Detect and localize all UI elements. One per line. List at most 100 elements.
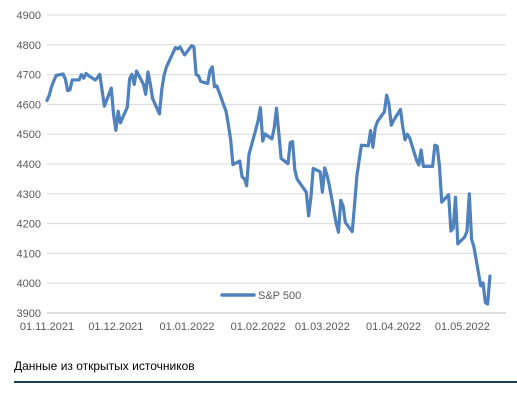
data-point-2022-04-25 [447,193,450,196]
data-point-2022-03-15 [353,204,356,207]
data-point-2022-05-04 [468,192,471,195]
data-point-2022-04-20 [436,145,439,148]
source-caption: Данные из открытых источников [14,359,195,373]
data-point-2021-11-29 [110,86,113,89]
data-point-2022-02-17 [293,168,296,171]
data-point-2021-12-16 [149,82,152,85]
legend-label-sp500: S&P 500 [258,290,301,302]
data-point-2022-04-12 [417,163,420,166]
data-point-2022-01-18 [224,110,227,113]
y-axis-tick-labels: 3900 4000 4100 4200 4300 4400 4500 4600 4700 4800… [17,10,41,320]
data-point-2021-11-26 [103,105,106,108]
data-point-2022-05-10 [481,281,484,284]
data-point-2022-04-22 [440,201,443,204]
y-tick-4300: 4300 [17,189,41,201]
legend: S&P 500 [220,290,301,302]
series-line-sp500 [45,44,492,306]
x-tick-01.03.2022: 01.03.2022 [295,321,350,333]
data-point-2021-11-24 [98,73,101,76]
data-point-2022-03-24 [374,127,377,130]
data-point-2022-05-12 [486,302,489,305]
data-point-2022-01-27 [245,184,248,187]
data-point-2021-12-15 [146,70,149,73]
data-point-2022-03-18 [360,144,363,147]
data-point-2021-11-15 [78,78,81,81]
data-point-2022-03-29 [385,94,388,97]
data-point-2022-05-06 [472,245,475,248]
data-point-2022-03-28 [383,110,386,113]
y-tick-4500: 4500 [17,129,41,141]
x-tick-01.05.2022: 01.05.2022 [435,321,490,333]
data-point-2022-05-13 [488,274,491,277]
data-point-2022-01-26 [243,177,246,180]
data-point-2022-04-13 [419,148,422,151]
data-point-2021-12-10 [135,69,138,72]
data-point-2022-04-18 [431,165,434,168]
data-point-2022-03-22 [369,129,372,132]
data-point-2022-04-21 [438,164,441,167]
data-point-2022-05-02 [463,235,466,238]
data-point-2022-03-11 [344,221,347,224]
data-point-2022-02-11 [279,157,282,160]
data-point-2021-11-16 [80,73,83,76]
data-point-2022-04-05 [401,125,404,128]
data-point-2022-04-08 [408,136,411,139]
data-point-2021-11-09 [64,77,67,80]
series-layer [45,44,492,306]
data-point-2022-01-19 [227,123,230,126]
data-point-2021-11-05 [55,74,58,77]
data-point-2022-02-07 [270,137,273,140]
data-point-2021-12-02 [117,110,120,113]
data-point-2022-01-04 [192,45,195,48]
data-point-2022-02-24 [309,196,312,199]
data-point-2022-01-21 [231,163,234,166]
y-tick-4100: 4100 [17,248,41,260]
x-tick-01.01.2022: 01.01.2022 [159,321,214,333]
y-tick-4800: 4800 [17,40,41,52]
x-axis-tick-labels: 01.11.2021 01.12.2021 01.01.2022 01.02.2022… [20,321,490,333]
data-point-2022-05-09 [479,284,482,287]
data-point-2022-02-01 [257,119,260,122]
data-point-2022-01-28 [247,153,250,156]
data-point-2022-03-04 [328,184,331,187]
data-point-2021-11-11 [68,88,71,91]
data-point-2021-11-08 [61,72,64,75]
data-point-2021-11-22 [94,78,97,81]
data-point-2022-02-03 [261,139,264,142]
data-point-2021-11-01 [45,99,48,102]
y-tick-4900: 4900 [17,10,41,22]
data-point-2022-02-22 [305,191,308,194]
data-point-2022-01-11 [208,69,211,72]
data-point-2022-02-14 [286,162,289,165]
data-point-2022-01-14 [215,84,218,87]
data-point-2022-02-08 [273,126,276,129]
data-point-2022-02-10 [277,131,280,134]
data-point-2021-12-29 [179,45,182,48]
x-tick-01.04.2022: 01.04.2022 [366,321,421,333]
data-point-2022-03-01 [321,190,324,193]
data-point-2022-02-18 [296,178,299,181]
data-point-2022-01-07 [199,80,202,83]
data-point-2021-12-22 [162,74,165,77]
data-point-2022-04-01 [392,119,395,122]
data-point-2022-02-25 [312,167,315,170]
y-tick-4200: 4200 [17,219,41,231]
data-point-2021-11-30 [112,113,115,116]
data-point-2022-01-31 [254,128,257,131]
data-point-2022-04-28 [454,196,457,199]
data-point-2021-11-12 [71,78,74,81]
data-point-2022-03-25 [376,120,379,123]
data-point-2021-11-02 [48,94,51,97]
x-tick-01.12.2021: 01.12.2021 [88,321,143,333]
data-point-2022-04-07 [406,133,409,136]
horizontal-gridlines [47,14,506,284]
data-point-2021-12-21 [160,88,163,91]
data-point-2022-03-14 [351,230,354,233]
data-point-2021-12-23 [165,66,168,69]
data-point-2021-12-06 [126,105,129,108]
bottom-divider [14,381,517,383]
data-point-2022-01-20 [229,138,232,141]
data-point-2022-05-05 [470,238,473,241]
data-point-2021-12-03 [119,121,122,124]
data-point-2022-03-30 [387,102,390,105]
